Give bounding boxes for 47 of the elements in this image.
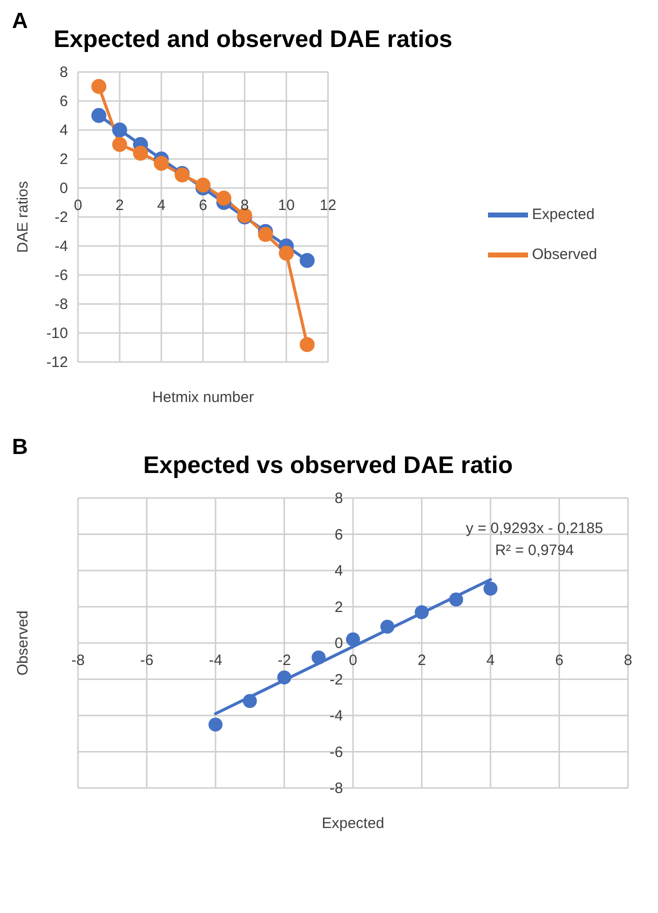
y-tick-label: -2 (54, 209, 68, 226)
annotation: R² = 0,9794 (494, 542, 575, 559)
y-tick-label: 6 (60, 93, 68, 110)
annotation: y = 0,9293x - 0,2185 (464, 520, 604, 537)
y-axis-title: DAE ratios (14, 181, 32, 253)
y-axis-title: Observed (14, 610, 32, 676)
y-tick-label: -6 (54, 267, 68, 284)
chart-title: Expected and observed DAE ratios (54, 26, 452, 53)
x-tick-label: 6 (198, 197, 208, 214)
x-tick-label: 6 (555, 652, 564, 669)
y-tick-label: 8 (334, 490, 343, 507)
y-tick-label: -2 (330, 671, 343, 688)
y-tick-label: 0 (60, 180, 68, 197)
chart-title: Expected vs observed DAE ratio (143, 452, 513, 479)
legend-label: Observed (532, 246, 598, 264)
y-tick-label: -4 (330, 708, 343, 724)
y-tick-label: -8 (330, 780, 343, 797)
y-tick-label: -8 (54, 296, 68, 313)
x-tick-label: -4 (208, 652, 222, 669)
y-tick-label: 0 (334, 635, 343, 652)
y-tick-label: 6 (334, 526, 343, 544)
x-tick-label: -8 (71, 652, 85, 669)
x-tick-label: 8 (624, 652, 632, 669)
x-tick-label: 0 (74, 197, 82, 214)
text: A (12, 8, 28, 34)
y-tick-label: 2 (60, 151, 68, 168)
y-tick-label: -10 (46, 325, 68, 342)
y-tick-label: -12 (46, 354, 68, 371)
x-tick-label: -2 (278, 652, 291, 669)
x-tick-label: 4 (157, 197, 166, 214)
y-tick-label: -6 (330, 744, 343, 761)
x-tick-label: -6 (140, 652, 154, 669)
x-axis-title: Hetmix number (152, 389, 254, 406)
y-tick-label: 2 (334, 598, 343, 616)
x-tick-label: 12 (320, 197, 336, 214)
y-tick-label: 4 (334, 562, 343, 580)
y-tick-label: 4 (60, 122, 68, 139)
x-tick-label: 2 (418, 652, 426, 669)
x-tick-label: 2 (115, 197, 124, 214)
y-tick-label: -4 (54, 238, 68, 255)
x-tick-label: 10 (278, 197, 295, 214)
legend-label: Expected (532, 206, 595, 224)
text: B (12, 434, 28, 460)
y-tick-label: 8 (60, 64, 68, 81)
x-tick-label: 0 (348, 652, 358, 669)
x-axis-title: Expected (322, 815, 384, 832)
x-tick-label: 4 (486, 652, 495, 669)
